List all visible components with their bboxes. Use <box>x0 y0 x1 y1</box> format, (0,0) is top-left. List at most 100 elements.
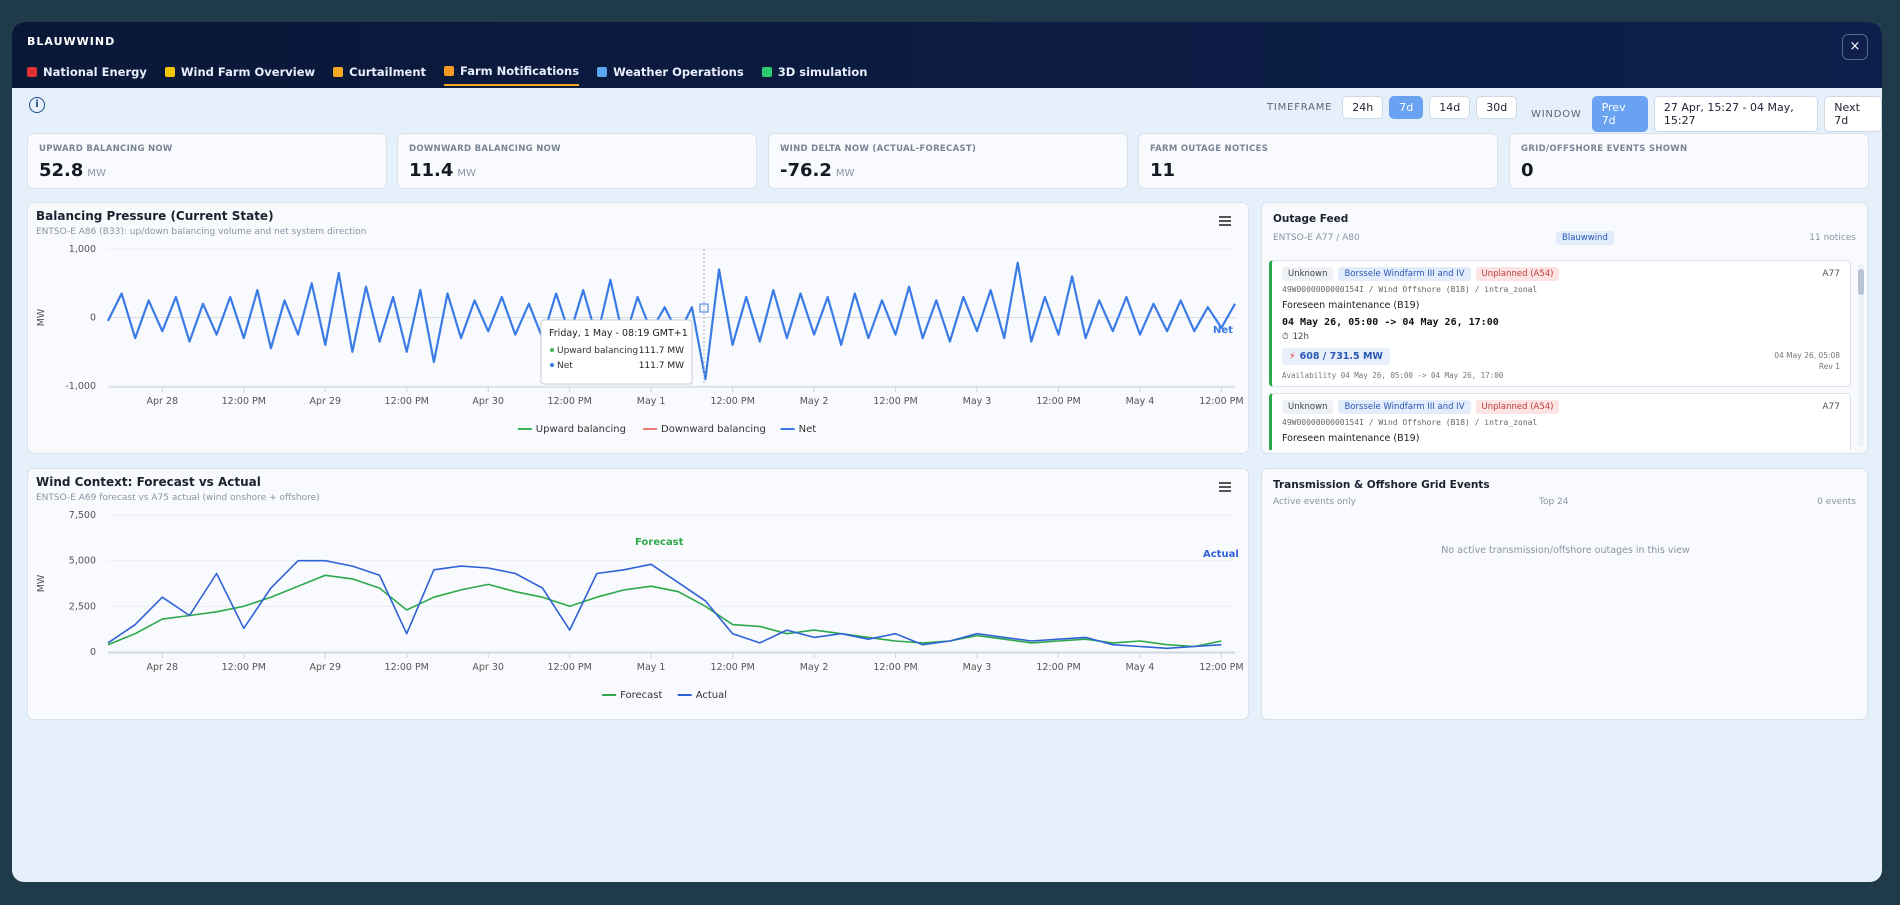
tab-label: Weather Operations <box>613 65 744 79</box>
tab-icon <box>761 67 772 77</box>
tag: Unplanned (A54) <box>1475 267 1560 281</box>
kpi-value: 52.8 <box>39 160 84 181</box>
close-button[interactable]: × <box>1842 34 1868 60</box>
farm-badge: Blauwwind <box>1556 231 1614 245</box>
tab[interactable]: Weather Operations <box>597 64 744 86</box>
legend-label[interactable]: Actual <box>696 690 727 701</box>
resource-code: 49W0000000000154I / Wind Offshore (B18) … <box>1282 285 1538 294</box>
x-tick-label: 12:00 PM <box>547 396 591 407</box>
kpi-value: 11 <box>1150 160 1176 181</box>
timeframe-button[interactable]: 30d <box>1476 96 1518 119</box>
x-tick-label: 12:00 PM <box>385 396 429 407</box>
x-tick-label: 12:00 PM <box>1036 662 1080 673</box>
outage-title: Outage Feed <box>1273 213 1349 225</box>
y-tick-label: 5,000 <box>69 556 96 567</box>
reason: Foreseen maintenance (B19) <box>1282 300 1420 311</box>
legend-label[interactable]: Downward balancing <box>661 424 766 435</box>
tab[interactable]: National Energy <box>27 64 147 86</box>
wind-panel: Wind Context: Forecast vs Actual ENTSO-E … <box>27 468 1249 720</box>
capacity-badge: ⚡ 608 / 731.5 MW <box>1282 348 1390 365</box>
tab[interactable]: 3D simulation <box>761 64 868 86</box>
timeframe-button[interactable]: 24h <box>1342 96 1384 119</box>
tab[interactable]: Farm Notifications <box>444 64 580 86</box>
tag: Unplanned (A54) <box>1475 400 1560 414</box>
timeframe-button[interactable]: 7d <box>1389 96 1424 119</box>
availability: Availability 04 May 26, 05:00 -> 04 May … <box>1282 371 1504 380</box>
tab-icon <box>597 67 608 77</box>
tab-label: 3D simulation <box>777 65 868 79</box>
kpi-unit: MW <box>457 168 476 179</box>
kpi-value: 11.4 <box>409 160 454 181</box>
series-annotation: Forecast <box>635 537 684 548</box>
tab-icon <box>333 67 344 77</box>
bolt-icon: ⚡ <box>1289 351 1296 362</box>
tab-icon <box>444 66 455 76</box>
x-tick-label: May 2 <box>800 396 829 407</box>
tab[interactable]: Curtailment <box>333 64 426 86</box>
x-tick-label: 12:00 PM <box>1036 396 1080 407</box>
x-tick-label: Apr 28 <box>147 662 179 673</box>
tab-label: Curtailment <box>349 65 427 79</box>
x-tick-label: 12:00 PM <box>1199 396 1243 407</box>
tag-row: Unknown Borssele Windfarm III and IV Unpla… <box>1282 267 1840 281</box>
transmission-filter: Active events only <box>1273 497 1356 507</box>
timeframe-button[interactable]: 14d <box>1429 96 1471 119</box>
chart-menu[interactable] <box>1214 211 1236 231</box>
tab-label: National Energy <box>43 65 147 79</box>
tooltip-value: 111.7 MW <box>639 361 684 371</box>
legend-label[interactable]: Net <box>799 424 817 435</box>
window-group: WINDOW Prev 7d 27 Apr, 15:27 - 04 May, 1… <box>1531 96 1882 132</box>
modal: BLAUWWIND × National Energy Wind Farm Ove… <box>12 22 1882 882</box>
outage-card[interactable]: Unknown Borssele Windfarm III and IV Unpla… <box>1269 260 1851 387</box>
x-tick-label: 12:00 PM <box>873 662 917 673</box>
tag: Unknown <box>1282 267 1334 281</box>
range-display: 27 Apr, 15:27 - 04 May, 15:27 <box>1653 96 1819 132</box>
y-axis-label: MW <box>36 308 47 326</box>
clock-icon: ⏱ <box>1282 332 1289 342</box>
kpi-value-row: 52.8 MW <box>39 160 106 181</box>
x-tick-label: 12:00 PM <box>385 662 429 673</box>
series-annotation: Actual <box>1203 549 1239 560</box>
x-tick-label: Apr 29 <box>309 396 341 407</box>
reason: Foreseen maintenance (B19) <box>1282 433 1420 444</box>
y-tick-label: 1,000 <box>69 244 96 255</box>
y-tick-label: 0 <box>90 647 96 658</box>
capacity: 608 / 731.5 MW <box>1299 351 1383 362</box>
kpi-card: UPWARD BALANCING NOW 52.8 MW <box>27 133 387 189</box>
tab-label: Farm Notifications <box>460 64 580 78</box>
tab-icon <box>27 67 37 77</box>
scrollbar[interactable] <box>1858 263 1864 447</box>
kpi-value-row: 11 <box>1150 160 1175 181</box>
legend-label[interactable]: Upward balancing <box>536 424 626 435</box>
tooltip-name: Upward balancing <box>557 346 638 356</box>
chart-menu[interactable] <box>1214 477 1236 497</box>
x-tick-label: May 4 <box>1126 396 1155 407</box>
kpi-label: DOWNWARD BALANCING NOW <box>409 144 561 154</box>
tab[interactable]: Wind Farm Overview <box>164 64 316 86</box>
y-axis-label: MW <box>36 574 47 592</box>
info-icon[interactable]: i <box>29 97 45 113</box>
y-tick-label: -1,000 <box>65 381 96 392</box>
tab-label: Wind Farm Overview <box>180 65 316 79</box>
duration: 12h <box>1292 332 1309 342</box>
x-tick-label: 12:00 PM <box>547 662 591 673</box>
transmission-title: Transmission & Offshore Grid Events <box>1273 479 1490 491</box>
timeframe-group: TIMEFRAME 24h 7d 14d 30d <box>1267 96 1518 119</box>
x-tick-label: 12:00 PM <box>222 662 266 673</box>
kpi-card: WIND DELTA NOW (ACTUAL-FORECAST) -76.2 MW <box>768 133 1128 189</box>
outage-card[interactable]: Unknown Borssele Windfarm III and IV Unpla… <box>1269 393 1851 450</box>
revision: Rev 1 <box>1818 362 1840 371</box>
legend-label[interactable]: Forecast <box>620 690 662 701</box>
timeframe-label: TIMEFRAME <box>1267 102 1333 113</box>
chart-title: Wind Context: Forecast vs Actual <box>36 475 261 489</box>
x-tick-label: Apr 30 <box>472 396 504 407</box>
prev-button[interactable]: Prev 7d <box>1591 96 1648 132</box>
tooltip-value: 111.7 MW <box>639 346 684 356</box>
x-tick-label: 12:00 PM <box>873 396 917 407</box>
published: 04 May 26, 05:08 <box>1774 351 1840 360</box>
kpi-value-row: 0 <box>1521 160 1534 181</box>
next-button[interactable]: Next 7d <box>1824 96 1882 132</box>
kpi-unit: MW <box>835 168 855 179</box>
tooltip-dot <box>550 348 554 352</box>
